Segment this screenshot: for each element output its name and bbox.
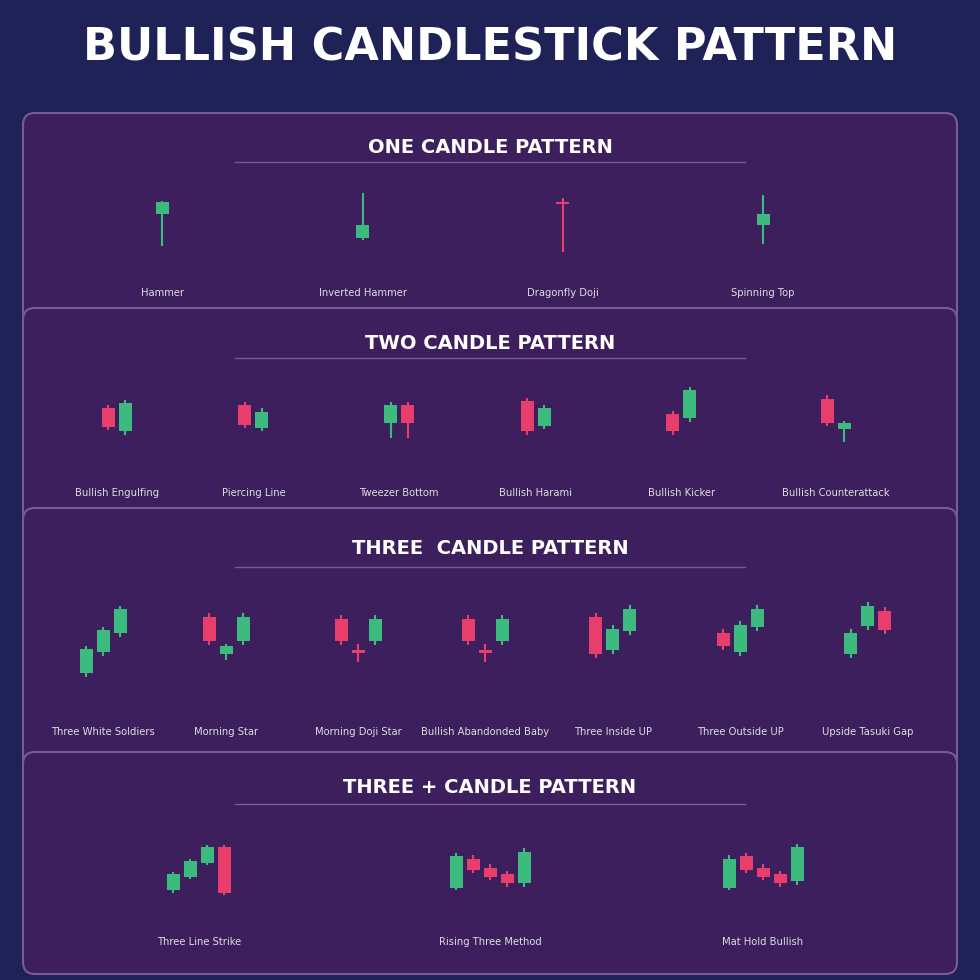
Bar xyxy=(119,403,132,431)
Bar xyxy=(520,401,533,431)
Text: TWO CANDLE PATTERN: TWO CANDLE PATTERN xyxy=(365,333,615,353)
Text: Bullish Abandonded Baby: Bullish Abandonded Baby xyxy=(421,727,550,737)
FancyBboxPatch shape xyxy=(23,752,957,974)
Text: THREE  CANDLE PATTERN: THREE CANDLE PATTERN xyxy=(352,539,628,558)
Bar xyxy=(384,405,397,422)
Bar xyxy=(97,630,110,652)
Bar xyxy=(203,616,216,641)
Bar xyxy=(466,858,479,870)
Text: Three Outside UP: Three Outside UP xyxy=(697,727,784,737)
Bar xyxy=(517,852,530,884)
Bar xyxy=(368,619,381,641)
Bar xyxy=(236,616,250,641)
Bar xyxy=(356,225,369,238)
Bar xyxy=(238,405,252,425)
FancyBboxPatch shape xyxy=(23,113,957,324)
Bar xyxy=(838,422,851,429)
Bar xyxy=(861,606,874,626)
Bar xyxy=(462,619,475,641)
Text: Dragonfly Doji: Dragonfly Doji xyxy=(527,288,599,298)
Bar xyxy=(773,874,787,884)
Bar xyxy=(557,202,569,204)
Bar xyxy=(184,860,197,877)
Bar xyxy=(722,858,736,888)
Bar xyxy=(740,857,753,870)
Bar xyxy=(496,619,509,641)
Bar xyxy=(218,848,231,893)
Bar xyxy=(589,616,603,655)
Text: Three Inside UP: Three Inside UP xyxy=(574,727,652,737)
Text: Spinning Top: Spinning Top xyxy=(731,288,795,298)
Text: Mat Hold Bullish: Mat Hold Bullish xyxy=(722,937,804,948)
Bar xyxy=(256,412,269,428)
Text: Bullish Counterattack: Bullish Counterattack xyxy=(782,488,890,498)
Bar xyxy=(102,409,115,427)
Bar xyxy=(156,202,169,215)
Text: Three White Soldiers: Three White Soldiers xyxy=(51,727,155,737)
Bar xyxy=(479,650,492,653)
Text: Tweezer Bottom: Tweezer Bottom xyxy=(360,488,439,498)
Bar xyxy=(334,619,348,641)
Bar xyxy=(716,633,730,646)
Text: Rising Three Method: Rising Three Method xyxy=(439,937,541,948)
Text: Three Line Strike: Three Line Strike xyxy=(157,937,241,948)
Bar xyxy=(757,867,769,877)
Text: ONE CANDLE PATTERN: ONE CANDLE PATTERN xyxy=(368,138,612,157)
Bar xyxy=(79,649,93,673)
Text: Bullish Kicker: Bullish Kicker xyxy=(648,488,714,498)
Bar xyxy=(352,650,365,653)
Bar xyxy=(666,414,679,431)
Bar xyxy=(483,867,497,877)
Text: Inverted Hammer: Inverted Hammer xyxy=(318,288,407,298)
Bar xyxy=(791,848,804,881)
Bar xyxy=(683,390,696,418)
Bar xyxy=(821,399,834,422)
Text: Bullish Engulfing: Bullish Engulfing xyxy=(74,488,159,498)
Bar xyxy=(201,848,214,863)
Text: Morning Star: Morning Star xyxy=(194,727,258,737)
Text: Morning Doji Star: Morning Doji Star xyxy=(315,727,402,737)
Text: Hammer: Hammer xyxy=(141,288,184,298)
Text: Bullish Harami: Bullish Harami xyxy=(499,488,572,498)
FancyBboxPatch shape xyxy=(23,508,957,768)
Bar xyxy=(401,405,414,422)
Bar xyxy=(607,629,619,651)
Bar xyxy=(878,612,891,630)
Bar xyxy=(450,857,463,888)
Bar xyxy=(537,409,551,426)
Bar xyxy=(501,874,514,884)
Bar xyxy=(220,646,232,655)
Bar xyxy=(114,609,126,633)
Text: Upside Tasuki Gap: Upside Tasuki Gap xyxy=(822,727,913,737)
Bar xyxy=(167,874,179,890)
Bar xyxy=(844,633,858,655)
Text: Piercing Line: Piercing Line xyxy=(221,488,285,498)
Bar xyxy=(734,624,747,652)
Text: BULLISH CANDLESTICK PATTERN: BULLISH CANDLESTICK PATTERN xyxy=(83,26,897,70)
Bar xyxy=(757,215,769,225)
Bar xyxy=(623,609,636,631)
FancyBboxPatch shape xyxy=(23,308,957,524)
Text: THREE + CANDLE PATTERN: THREE + CANDLE PATTERN xyxy=(343,778,637,798)
Bar xyxy=(751,609,763,627)
